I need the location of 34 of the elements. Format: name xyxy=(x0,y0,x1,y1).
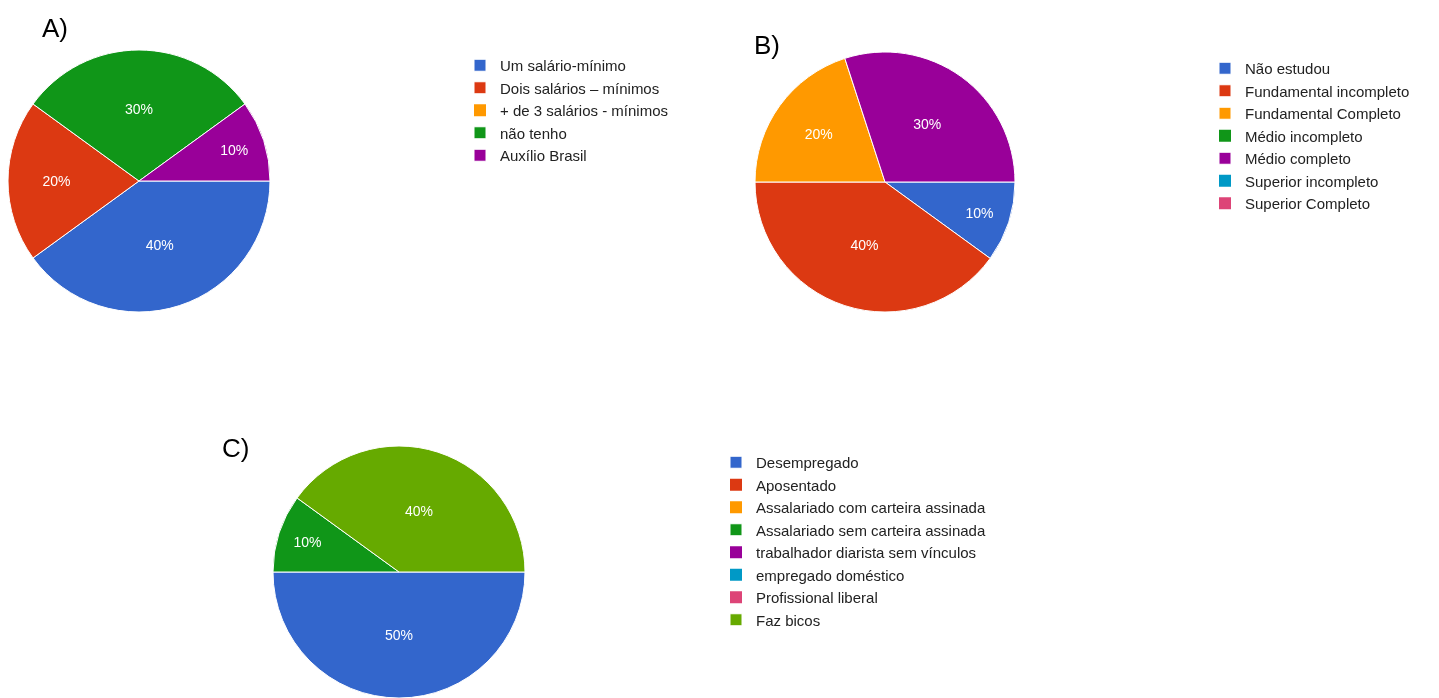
data-label: 10% xyxy=(293,534,322,551)
data-label: 40% xyxy=(404,502,433,519)
chart-title: B) xyxy=(754,30,780,60)
legend-label: empregado doméstico xyxy=(756,566,905,584)
legend-label: trabalhador diarista sem vínculos xyxy=(756,544,977,562)
legend-label: Não estudou xyxy=(1245,60,1331,78)
legend-label: Aposentado xyxy=(756,476,837,494)
legend-label: Assalariado sem carteira assinada xyxy=(756,521,986,539)
legend-label: Fundamental Completo xyxy=(1245,105,1401,123)
legend-label: Médio completo xyxy=(1245,150,1351,168)
data-label: 40% xyxy=(850,237,879,254)
legend-label: Superior Completo xyxy=(1245,195,1371,213)
data-label: 10% xyxy=(965,204,994,221)
legend-label: Desempregado xyxy=(756,454,859,472)
chart-title: C) xyxy=(222,433,250,463)
legend-label: Faz bicos xyxy=(756,611,821,629)
legend-label: + de 3 salários - mínimos xyxy=(500,102,668,120)
legend-label: Um salário-mínimo xyxy=(500,57,626,75)
legend-label: Superior incompleto xyxy=(1245,172,1379,190)
data-label: 30% xyxy=(913,115,942,132)
data-label: 30% xyxy=(124,100,154,117)
data-label: 10% xyxy=(220,142,249,159)
legend-label: Médio incompleto xyxy=(1245,127,1363,145)
legend-label: Auxílio Brasil xyxy=(500,147,587,165)
legend-label: Assalariado com carteira assinada xyxy=(756,499,986,517)
chart-title: A) xyxy=(42,13,68,43)
data-label: 50% xyxy=(384,627,414,643)
legend-label: Profissional liberal xyxy=(756,589,878,607)
data-label: 20% xyxy=(42,173,71,189)
legend-label: não tenho xyxy=(500,124,567,142)
legend-label: Dois salários – mínimos xyxy=(500,79,660,97)
data-label: 20% xyxy=(804,125,833,142)
data-label: 40% xyxy=(145,236,174,253)
legend-label: Fundamental incompleto xyxy=(1245,82,1410,100)
